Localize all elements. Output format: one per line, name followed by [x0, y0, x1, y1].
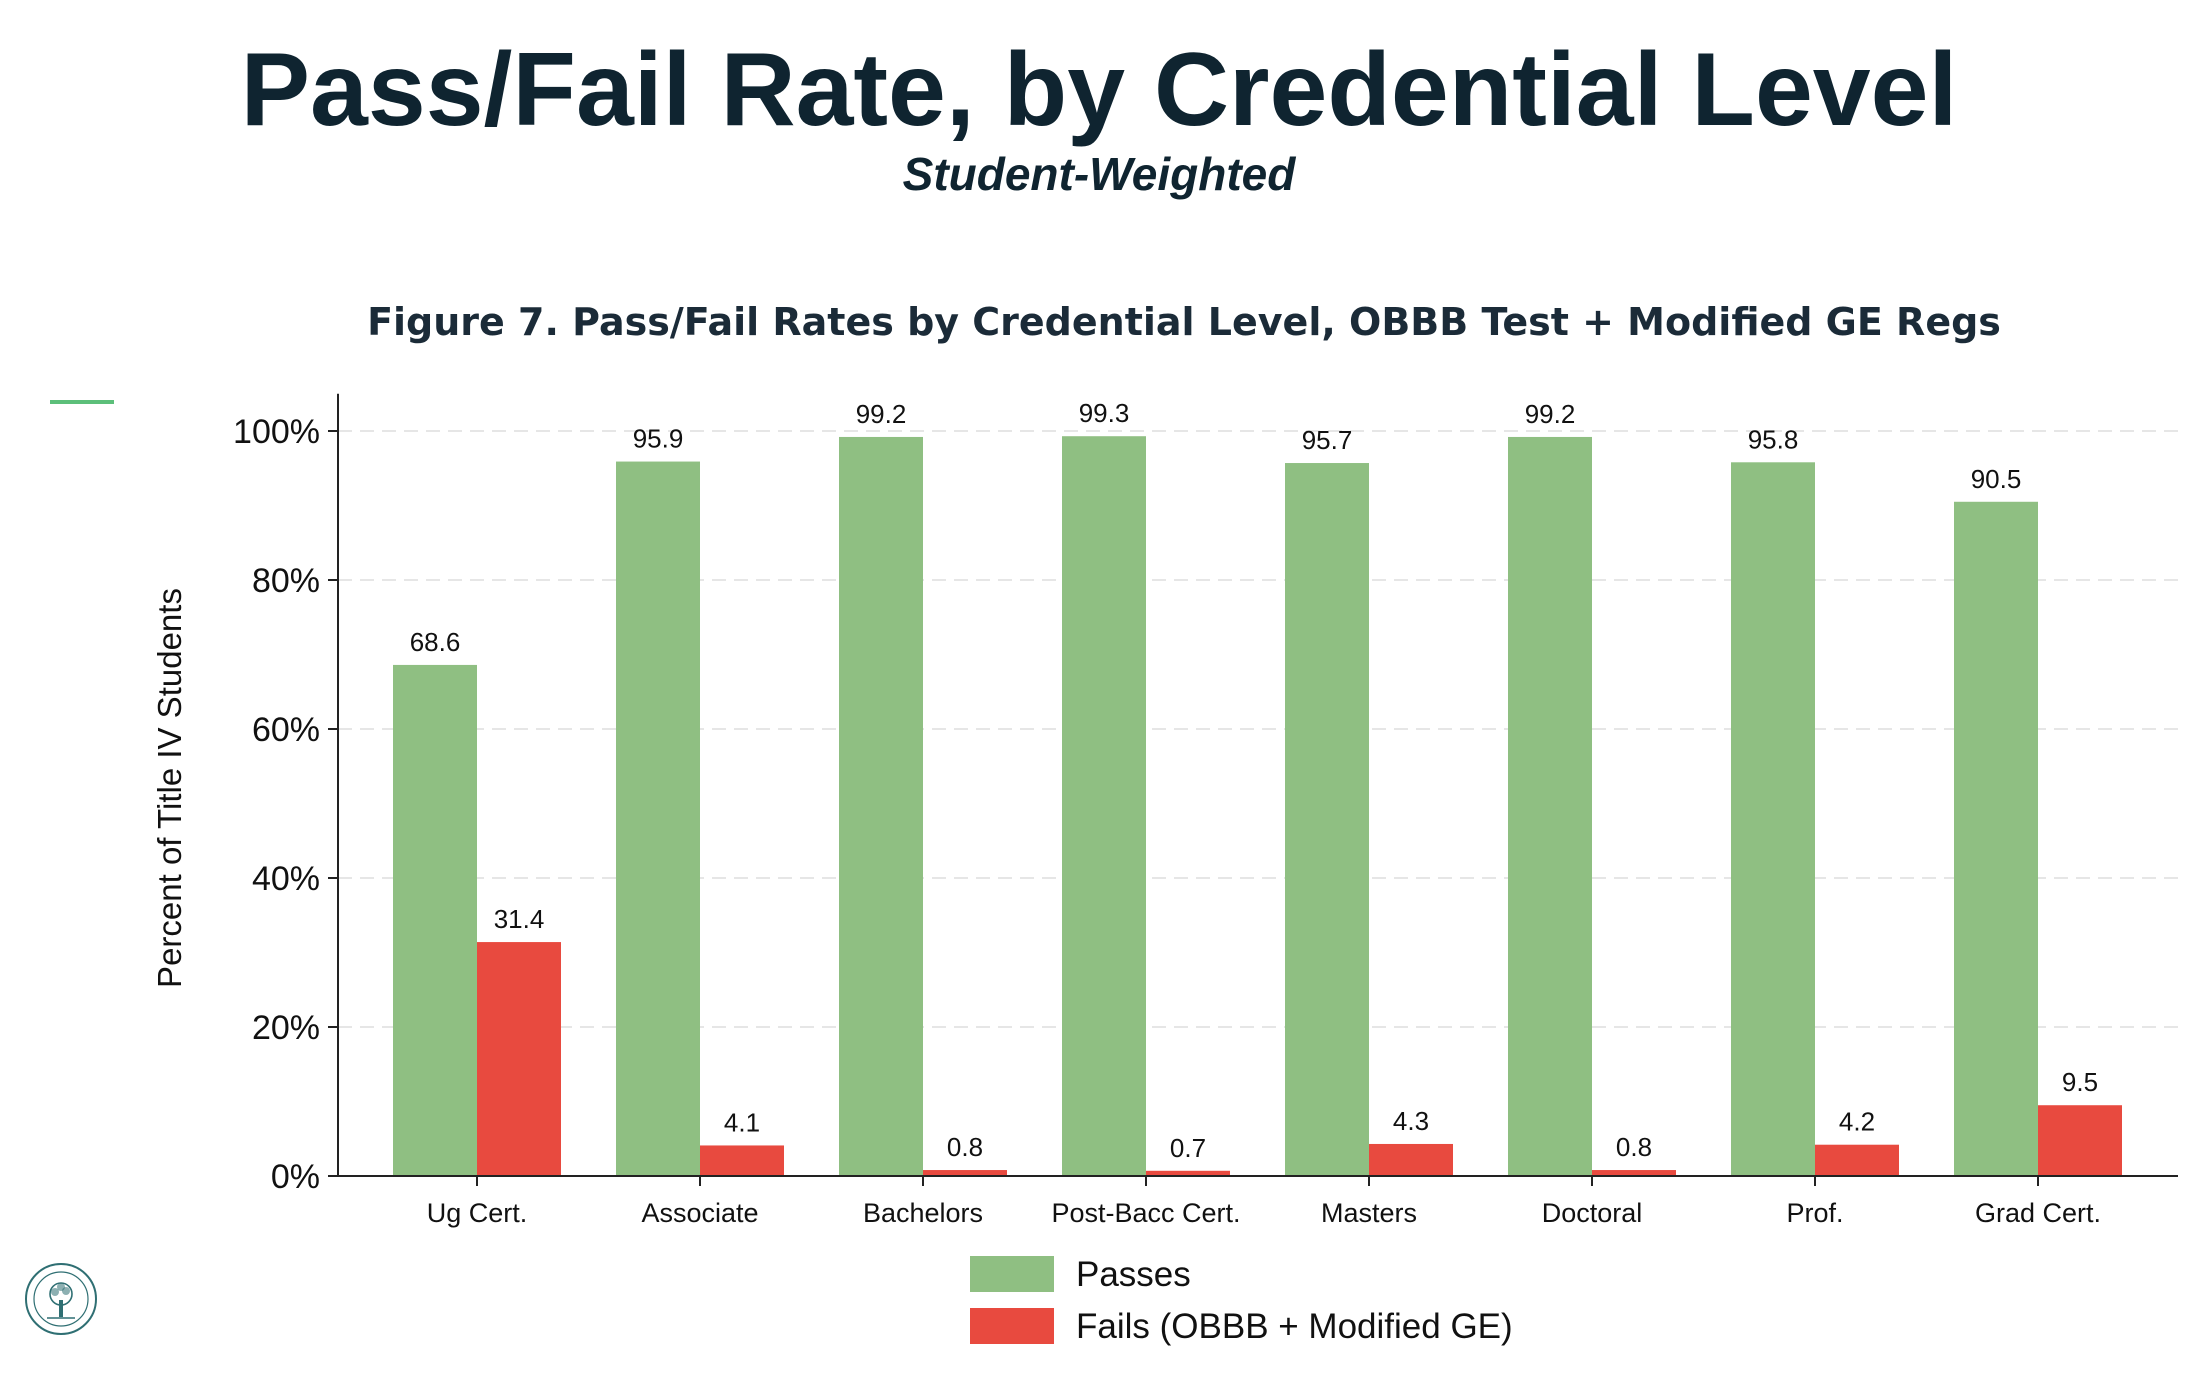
data-label: 90.5	[1971, 464, 2022, 494]
data-label: 4.1	[724, 1107, 760, 1137]
x-tick-label: Doctoral	[1542, 1198, 1643, 1228]
data-label: 31.4	[494, 904, 545, 934]
legend-label-passes: Passes	[1076, 1255, 1191, 1294]
y-tick-label: 0%	[271, 1158, 320, 1196]
axes: 0% 20% 40% 60% 80% 100% Ug Cert. Associate Bache…	[233, 393, 2178, 1228]
y-tick-label: 40%	[252, 860, 320, 898]
data-label: 9.5	[2062, 1067, 2098, 1097]
gridlines	[338, 430, 2178, 1028]
data-label: 99.2	[1525, 399, 1576, 429]
page-subtitle: Student-Weighted	[902, 148, 1296, 200]
data-label: 95.7	[1302, 425, 1353, 455]
x-tick-label: Prof.	[1786, 1198, 1843, 1228]
y-tick-label: 100%	[233, 413, 320, 451]
bar-fails	[700, 1145, 784, 1176]
y-tick-label: 80%	[252, 562, 320, 600]
data-label: 4.2	[1839, 1107, 1875, 1137]
y-axis-title: Percent of Title IV Students	[151, 588, 188, 988]
accent-divider	[50, 400, 114, 404]
bar-passes	[1731, 462, 1815, 1176]
data-label: 4.3	[1393, 1106, 1429, 1136]
data-label: 0.7	[1170, 1133, 1206, 1163]
data-label: 99.3	[1079, 398, 1130, 428]
bars	[393, 436, 2122, 1177]
legend: Passes Fails (OBBB + Modified GE)	[970, 1255, 1513, 1346]
bar-passes	[616, 461, 700, 1176]
page-title: Pass/Fail Rate, by Credential Level	[240, 32, 1958, 148]
x-tick-label: Masters	[1321, 1198, 1417, 1228]
legend-label-fails: Fails (OBBB + Modified GE)	[1076, 1307, 1513, 1346]
data-label: 0.8	[1616, 1132, 1652, 1162]
x-tick-label: Grad Cert.	[1975, 1198, 2101, 1228]
data-label: 99.2	[856, 399, 907, 429]
bar-passes	[393, 664, 477, 1176]
legend-swatch-fails	[970, 1308, 1054, 1344]
bar-fails	[1815, 1144, 1899, 1176]
bar-passes	[1508, 436, 1592, 1177]
x-tick-label: Bachelors	[863, 1198, 983, 1228]
data-labels: 68.6 31.4 95.9 4.1 99.2 0.8 99.3 0.7 95.7 4.3 99.2…	[410, 398, 2098, 1163]
bar-fails	[923, 1170, 1007, 1176]
data-label: 0.8	[947, 1132, 983, 1162]
bar-passes	[1285, 463, 1369, 1176]
bar-fails	[1146, 1170, 1230, 1176]
bar-passes	[1062, 436, 1146, 1177]
bar-passes	[839, 436, 923, 1177]
data-label: 95.8	[1748, 424, 1799, 454]
bar-fails	[1369, 1143, 1453, 1176]
bar-fails	[2038, 1105, 2122, 1176]
department-seal-icon	[25, 1263, 97, 1335]
data-label: 95.9	[633, 424, 684, 454]
x-tick-label: Ug Cert.	[427, 1198, 528, 1228]
x-tick-label: Associate	[641, 1198, 758, 1228]
figure-title: Figure 7. Pass/Fail Rates by Credential …	[367, 300, 2001, 344]
bar-passes	[1954, 501, 2038, 1176]
y-tick-label: 20%	[252, 1009, 320, 1047]
legend-swatch-passes	[970, 1256, 1054, 1292]
bar-fails	[477, 942, 561, 1176]
x-tick-label: Post-Bacc Cert.	[1051, 1198, 1240, 1228]
y-tick-label: 60%	[252, 711, 320, 749]
bar-fails	[1592, 1170, 1676, 1176]
data-label: 68.6	[410, 627, 461, 657]
